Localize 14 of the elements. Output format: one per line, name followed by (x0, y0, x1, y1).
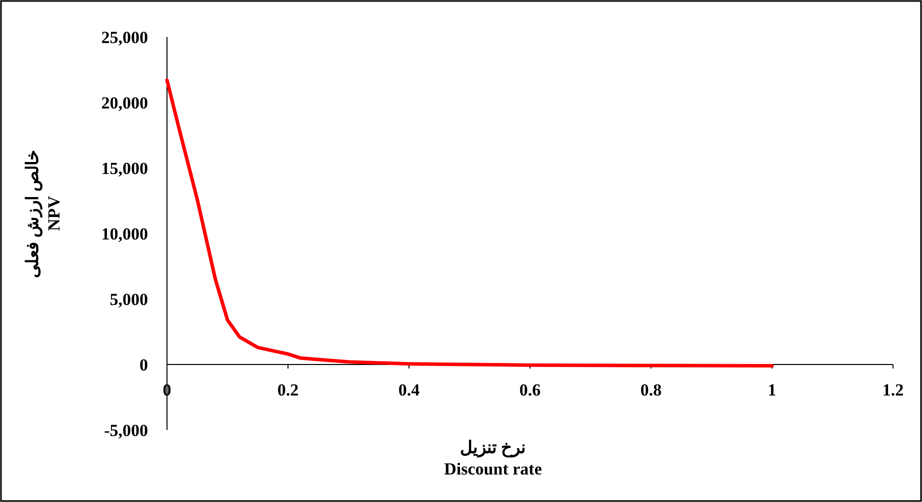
x-tick-label: 0.6 (519, 380, 541, 400)
y-tick-label: 5,000 (110, 290, 148, 309)
x-tick-label: 1.2 (882, 380, 904, 400)
y-tick-label: -5,000 (104, 421, 148, 440)
x-tick-label: 0.4 (398, 380, 420, 400)
y-tick-label: 25,000 (101, 28, 148, 47)
x-tick-label: 0.8 (640, 380, 662, 400)
y-tick-label: 15,000 (101, 159, 148, 178)
y-tick-label: 10,000 (101, 224, 148, 244)
x-tick-label: 1 (768, 380, 776, 400)
line-series (165, 78, 774, 368)
y-tick-label: 0 (140, 356, 148, 374)
y-tick-label: 20,000 (101, 94, 148, 112)
x-tick-label: 0.2 (277, 380, 299, 400)
